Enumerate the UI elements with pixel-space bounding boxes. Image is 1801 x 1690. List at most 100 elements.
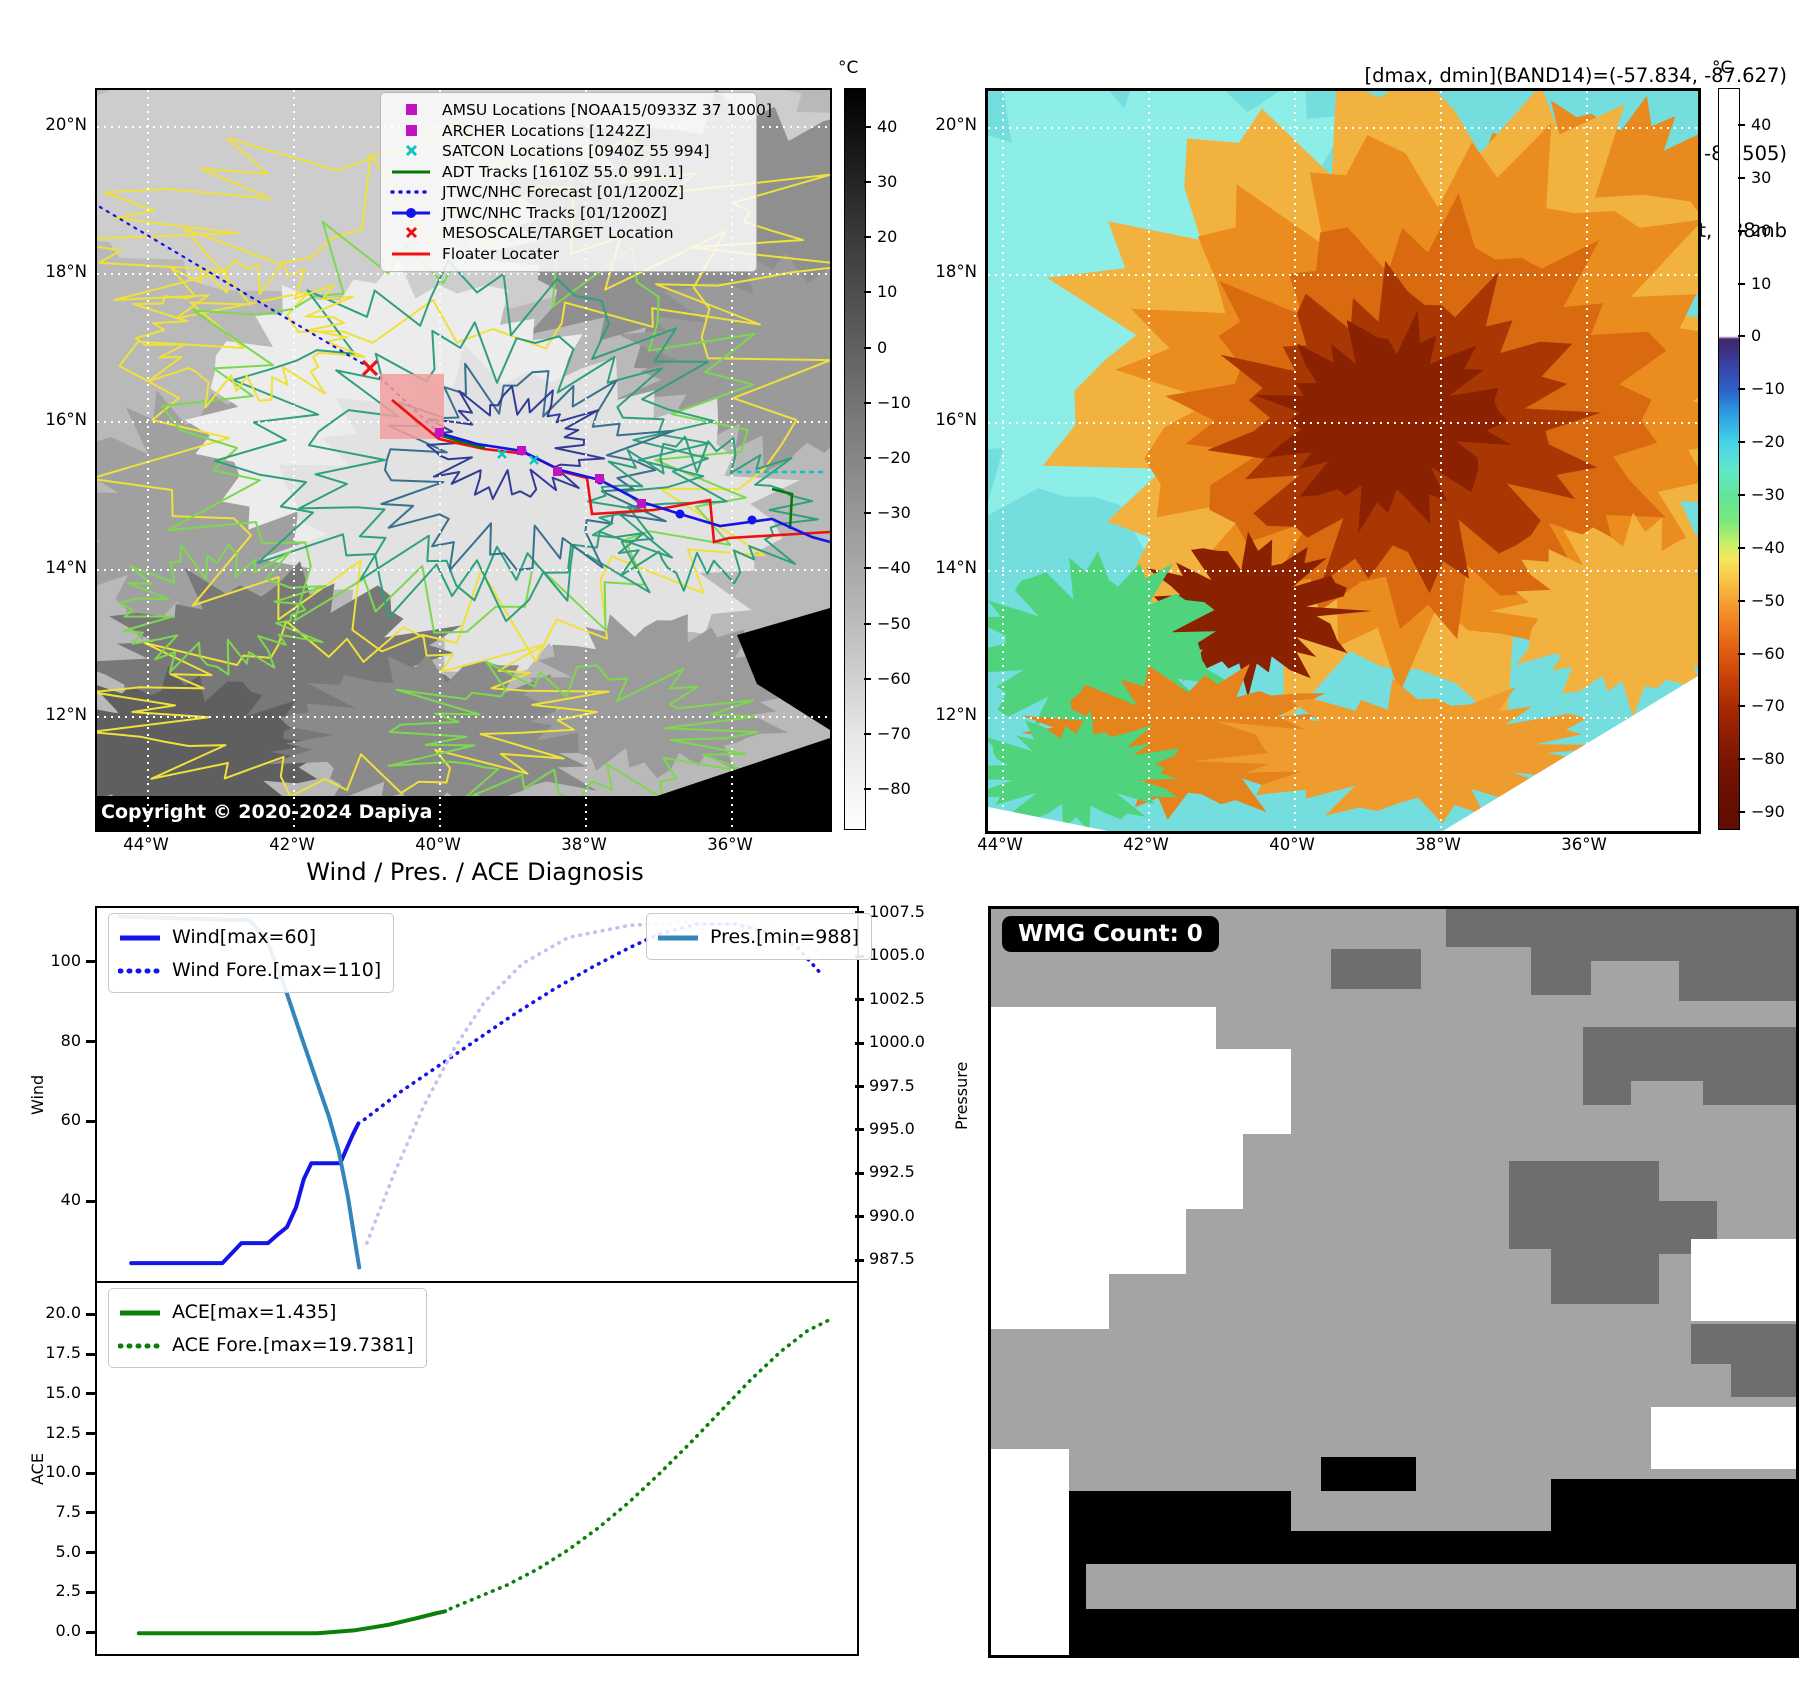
colorbar-tick: [864, 401, 871, 404]
legend-label: ACE Fore.[max=19.7381]: [172, 1333, 414, 1356]
wmg-white-cells: [991, 1007, 1796, 1469]
axis-tick: [86, 1119, 95, 1123]
colorbar-tick-label: −40: [1751, 537, 1785, 557]
legend-row: ACE Fore.[max=19.7381]: [117, 1328, 414, 1361]
axis-tick-label: 10.0: [45, 1462, 81, 1482]
legend-label: ACE[max=1.435]: [172, 1300, 337, 1323]
square-icon: [389, 102, 435, 118]
colorbar-tick: [1738, 758, 1745, 761]
colorbar-tick-label: −50: [877, 613, 911, 633]
colorbar-tick: [864, 788, 871, 791]
colorbar-tick: [1738, 546, 1745, 549]
axis-tick-label: 100: [50, 950, 81, 970]
legend-row: Wind[max=60]: [118, 920, 381, 953]
colorbar-tick: [1738, 229, 1745, 232]
line-dot-icon: [389, 205, 435, 221]
axis-tick-label: 17.5: [45, 1343, 81, 1363]
legend-swatch: [118, 926, 162, 948]
map-legend-label: Floater Locater: [442, 244, 559, 263]
colorbar-tick-label: 10: [1751, 273, 1772, 293]
mesoscale-target-box: [380, 374, 444, 439]
map-legend-row: SATCON Locations [0940Z 55 994]: [389, 141, 746, 162]
legend-swatch: [117, 959, 163, 981]
axis-tick: [86, 1511, 95, 1515]
x-icon: [389, 143, 435, 159]
colorbar-tick-label: 0: [877, 337, 888, 357]
wind-legend: Wind[max=60] Wind Fore.[max=110]: [108, 913, 395, 993]
axis-tick: [86, 1392, 95, 1396]
axis-tick: [86, 1199, 95, 1203]
right-colorbar-unit: °C: [1712, 58, 1733, 78]
axis-tick-label: 15.0: [45, 1382, 81, 1402]
lon-label: 40°W: [1269, 835, 1315, 854]
pressure-legend: Pres.[min=988]: [646, 913, 872, 960]
colorbar-tick-label: −60: [877, 668, 911, 688]
legend-row: Pres.[min=988]: [656, 920, 859, 953]
legend-row: Wind Fore.[max=110]: [117, 953, 382, 986]
colorbar-tick-label: −20: [1751, 432, 1785, 452]
satcon-x-markers: [497, 449, 539, 465]
colorbar-tick-label: −40: [877, 558, 911, 578]
axis-tick-label: 5.0: [55, 1541, 81, 1561]
colorbar-tick: [864, 622, 871, 625]
axis-tick-label: 995.0: [869, 1118, 915, 1138]
axis-tick-label: 80: [60, 1030, 81, 1050]
colorbar-tick-label: 20: [877, 227, 898, 247]
legend-label: Pres.[min=988]: [710, 925, 859, 948]
map-legend-row: ADT Tracks [1610Z 55.0 991.1]: [389, 162, 746, 183]
colorbar-tick: [864, 125, 871, 128]
colorbar-tick-label: −30: [1751, 485, 1785, 504]
colorbar-tick-label: 40: [1751, 115, 1772, 134]
map-legend-label: MESOSCALE/TARGET Location: [442, 224, 674, 243]
map-legend-label: ADT Tracks [1610Z 55.0 991.1]: [442, 162, 684, 181]
colorbar-tick: [864, 567, 871, 570]
colorbar-tick-label: 30: [1751, 167, 1772, 187]
axis-tick: [855, 1215, 864, 1219]
x-icon: [389, 225, 435, 241]
legend-label: Wind[max=60]: [172, 925, 317, 948]
legend-swatch: [656, 926, 700, 948]
lat-label: 18°N: [935, 262, 977, 281]
legend-row: ACE[max=1.435]: [118, 1295, 414, 1328]
lon-label: 44°W: [123, 835, 169, 854]
map-legend-label: AMSU Locations [NOAA15/0933Z 37 1000]: [442, 101, 772, 120]
axis-tick: [855, 1171, 864, 1175]
axis-tick: [86, 1040, 95, 1044]
axis-tick-label: 60: [60, 1110, 81, 1130]
axis-tick-label: 1005.0: [869, 945, 925, 965]
axis-tick: [86, 1352, 95, 1356]
line-icon: [389, 164, 435, 180]
colorbar-tick-label: −80: [1751, 749, 1785, 769]
colorbar-tick-label: −50: [1751, 590, 1785, 610]
axis-tick: [86, 1630, 95, 1634]
series-wind-fore-max-110-: [362, 922, 825, 1122]
wind-axis-label: Wind: [28, 1074, 47, 1115]
colorbar-tick-label: 0: [1751, 326, 1762, 346]
colorbar-tick: [1738, 705, 1745, 708]
legend-swatch: [118, 1301, 162, 1323]
lon-label: 38°W: [561, 835, 607, 854]
colorbar-tick-label: 30: [877, 171, 898, 191]
axis-tick-label: 2.5: [55, 1581, 81, 1601]
map-legend-row: AMSU Locations [NOAA15/0933Z 37 1000]: [389, 100, 772, 121]
colorbar-tick-label: −70: [1751, 696, 1785, 716]
map-legend-label: JTWC/NHC Forecast [01/1200Z]: [442, 183, 685, 202]
lon-label: 36°W: [1561, 835, 1607, 854]
graticule: [988, 91, 1698, 831]
grayscale-colorbar: [844, 88, 866, 830]
series-wind-max-60-: [129, 1121, 361, 1266]
lat-label: 18°N: [45, 262, 87, 281]
lat-label: 12°N: [45, 705, 87, 724]
colorbar-tick: [864, 180, 871, 183]
map-legend-row: JTWC/NHC Forecast [01/1200Z]: [389, 182, 746, 203]
wmg-gray-stripe: [1086, 1564, 1796, 1609]
colorbar-tick: [1738, 282, 1745, 285]
colorbar-tick-label: −60: [1751, 643, 1785, 663]
legend-label: Wind Fore.[max=110]: [172, 958, 382, 981]
axis-tick-label: 20.0: [45, 1303, 81, 1323]
colorbar-tick: [864, 291, 871, 294]
axis-tick: [855, 1128, 864, 1132]
series-pres-forecast: [364, 920, 825, 1245]
lat-label: 14°N: [935, 558, 977, 577]
scan-edge-black: [97, 608, 830, 830]
